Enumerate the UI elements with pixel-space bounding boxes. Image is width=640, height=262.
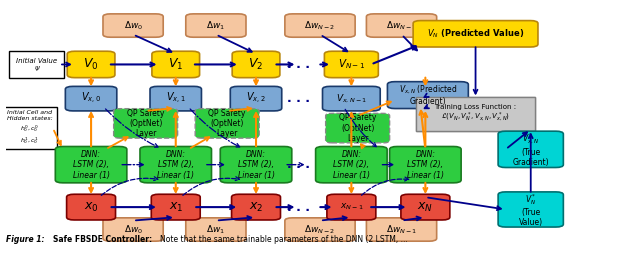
Text: Safe FBSDE Controller:: Safe FBSDE Controller: <box>54 235 155 244</box>
FancyBboxPatch shape <box>103 14 163 37</box>
FancyBboxPatch shape <box>186 218 246 241</box>
Text: $x_{N-1}$: $x_{N-1}$ <box>340 202 363 212</box>
FancyBboxPatch shape <box>140 146 211 183</box>
FancyBboxPatch shape <box>220 146 292 183</box>
Text: . . .: . . . <box>287 58 310 71</box>
FancyBboxPatch shape <box>65 86 116 111</box>
FancyBboxPatch shape <box>285 218 355 241</box>
Text: $V^*_N$
(True
Value): $V^*_N$ (True Value) <box>518 192 543 227</box>
FancyBboxPatch shape <box>230 86 282 111</box>
FancyBboxPatch shape <box>367 218 436 241</box>
FancyBboxPatch shape <box>316 146 387 183</box>
FancyBboxPatch shape <box>232 51 280 78</box>
FancyBboxPatch shape <box>195 109 259 138</box>
Text: Figure 1:: Figure 1: <box>6 235 47 244</box>
Text: $\Delta w_{N-1}$: $\Delta w_{N-1}$ <box>386 223 417 236</box>
Text: DNN:
LSTM (2),
Linear (1): DNN: LSTM (2), Linear (1) <box>72 150 109 179</box>
FancyBboxPatch shape <box>55 146 127 183</box>
FancyBboxPatch shape <box>324 51 378 78</box>
FancyBboxPatch shape <box>2 107 57 149</box>
FancyBboxPatch shape <box>415 97 536 131</box>
Text: . . .: . . . <box>287 92 310 105</box>
Text: DNN:
LSTM (2),
Linear (1): DNN: LSTM (2), Linear (1) <box>407 150 444 179</box>
FancyBboxPatch shape <box>186 14 246 37</box>
Text: $x_N$: $x_N$ <box>417 201 433 214</box>
FancyBboxPatch shape <box>327 194 376 220</box>
Text: $\Delta w_0$: $\Delta w_0$ <box>124 223 143 236</box>
Text: $V_0$: $V_0$ <box>83 57 99 72</box>
FancyBboxPatch shape <box>67 51 115 78</box>
Text: QP Safety
(OptNet)
Layer: QP Safety (OptNet) Layer <box>339 113 376 143</box>
Text: $\Delta w_0$: $\Delta w_0$ <box>124 19 143 32</box>
Text: QP Safety
(OptNet)
Layer: QP Safety (OptNet) Layer <box>209 108 246 138</box>
Text: $V_{N-1}$: $V_{N-1}$ <box>338 58 365 71</box>
Text: $V_{x,0}$: $V_{x,0}$ <box>81 91 101 106</box>
FancyBboxPatch shape <box>323 86 380 111</box>
Text: . . .: . . . <box>287 201 310 214</box>
Text: Note that the same trainable parameters of the DNN (2 LSTM, ...: Note that the same trainable parameters … <box>160 235 408 244</box>
FancyBboxPatch shape <box>285 14 355 37</box>
Text: $V_1$: $V_1$ <box>168 57 184 72</box>
Text: $\Delta w_1$: $\Delta w_1$ <box>206 223 225 236</box>
Text: $V_2$: $V_2$ <box>248 57 264 72</box>
Text: Initial Cell and
Hidden states:
$h_0^0, c_0^0$
$h_0^1, c_0^1$: Initial Cell and Hidden states: $h_0^0, … <box>7 111 52 146</box>
FancyBboxPatch shape <box>413 21 538 47</box>
Text: $x_1$: $x_1$ <box>168 201 183 214</box>
FancyBboxPatch shape <box>9 51 64 78</box>
Text: $V_N$ (Predicted Value): $V_N$ (Predicted Value) <box>427 28 524 40</box>
Text: $x_2$: $x_2$ <box>249 201 263 214</box>
FancyBboxPatch shape <box>498 192 563 227</box>
Text: Training Loss Function :
$\mathcal{L}(V_N, V^*_N, V_{x,N}, V^*_{x,N})$: Training Loss Function : $\mathcal{L}(V_… <box>435 103 516 124</box>
FancyBboxPatch shape <box>151 194 200 220</box>
FancyBboxPatch shape <box>114 109 178 138</box>
Text: Initial Value
ψ: Initial Value ψ <box>16 58 57 71</box>
Text: DNN:
LSTM (2),
Linear (1): DNN: LSTM (2), Linear (1) <box>157 150 195 179</box>
FancyBboxPatch shape <box>232 194 280 220</box>
Text: $V_{x,1}$: $V_{x,1}$ <box>166 91 186 106</box>
Text: $V_{x,N}$ (Predicted
Gradient): $V_{x,N}$ (Predicted Gradient) <box>399 84 457 106</box>
Text: $V_{x,2}$: $V_{x,2}$ <box>246 91 266 106</box>
FancyBboxPatch shape <box>326 113 390 143</box>
Text: $\Delta w_{N-2}$: $\Delta w_{N-2}$ <box>304 19 336 32</box>
Text: $x_0$: $x_0$ <box>84 201 99 214</box>
Text: QP Safety
(OptNet)
Layer: QP Safety (OptNet) Layer <box>127 108 164 138</box>
FancyBboxPatch shape <box>390 146 461 183</box>
Text: $\Delta w_1$: $\Delta w_1$ <box>206 19 225 32</box>
FancyBboxPatch shape <box>387 82 468 108</box>
FancyBboxPatch shape <box>367 14 436 37</box>
FancyBboxPatch shape <box>67 194 116 220</box>
FancyBboxPatch shape <box>152 51 200 78</box>
Text: . . .: . . . <box>287 158 310 171</box>
Text: $\Delta w_{N-2}$: $\Delta w_{N-2}$ <box>304 223 336 236</box>
FancyBboxPatch shape <box>498 131 563 167</box>
FancyBboxPatch shape <box>103 218 163 241</box>
Text: $V^*_{x,N}$
(True
Gradient): $V^*_{x,N}$ (True Gradient) <box>513 132 549 167</box>
FancyBboxPatch shape <box>401 194 450 220</box>
Text: $\Delta w_{N-1}$: $\Delta w_{N-1}$ <box>386 19 417 32</box>
Text: Training Loss Function :
$\mathcal{L}(V_N, V^*_N, V_{x,N}, V^*_{x,N})$: Training Loss Function : $\mathcal{L}(V_… <box>435 103 516 124</box>
Text: $V_{x,N-1}$: $V_{x,N-1}$ <box>336 92 367 105</box>
FancyBboxPatch shape <box>415 97 536 131</box>
Text: DNN:
LSTM (2),
Linear (1): DNN: LSTM (2), Linear (1) <box>333 150 370 179</box>
Text: DNN:
LSTM (2),
Linear (1): DNN: LSTM (2), Linear (1) <box>237 150 275 179</box>
FancyBboxPatch shape <box>150 86 202 111</box>
